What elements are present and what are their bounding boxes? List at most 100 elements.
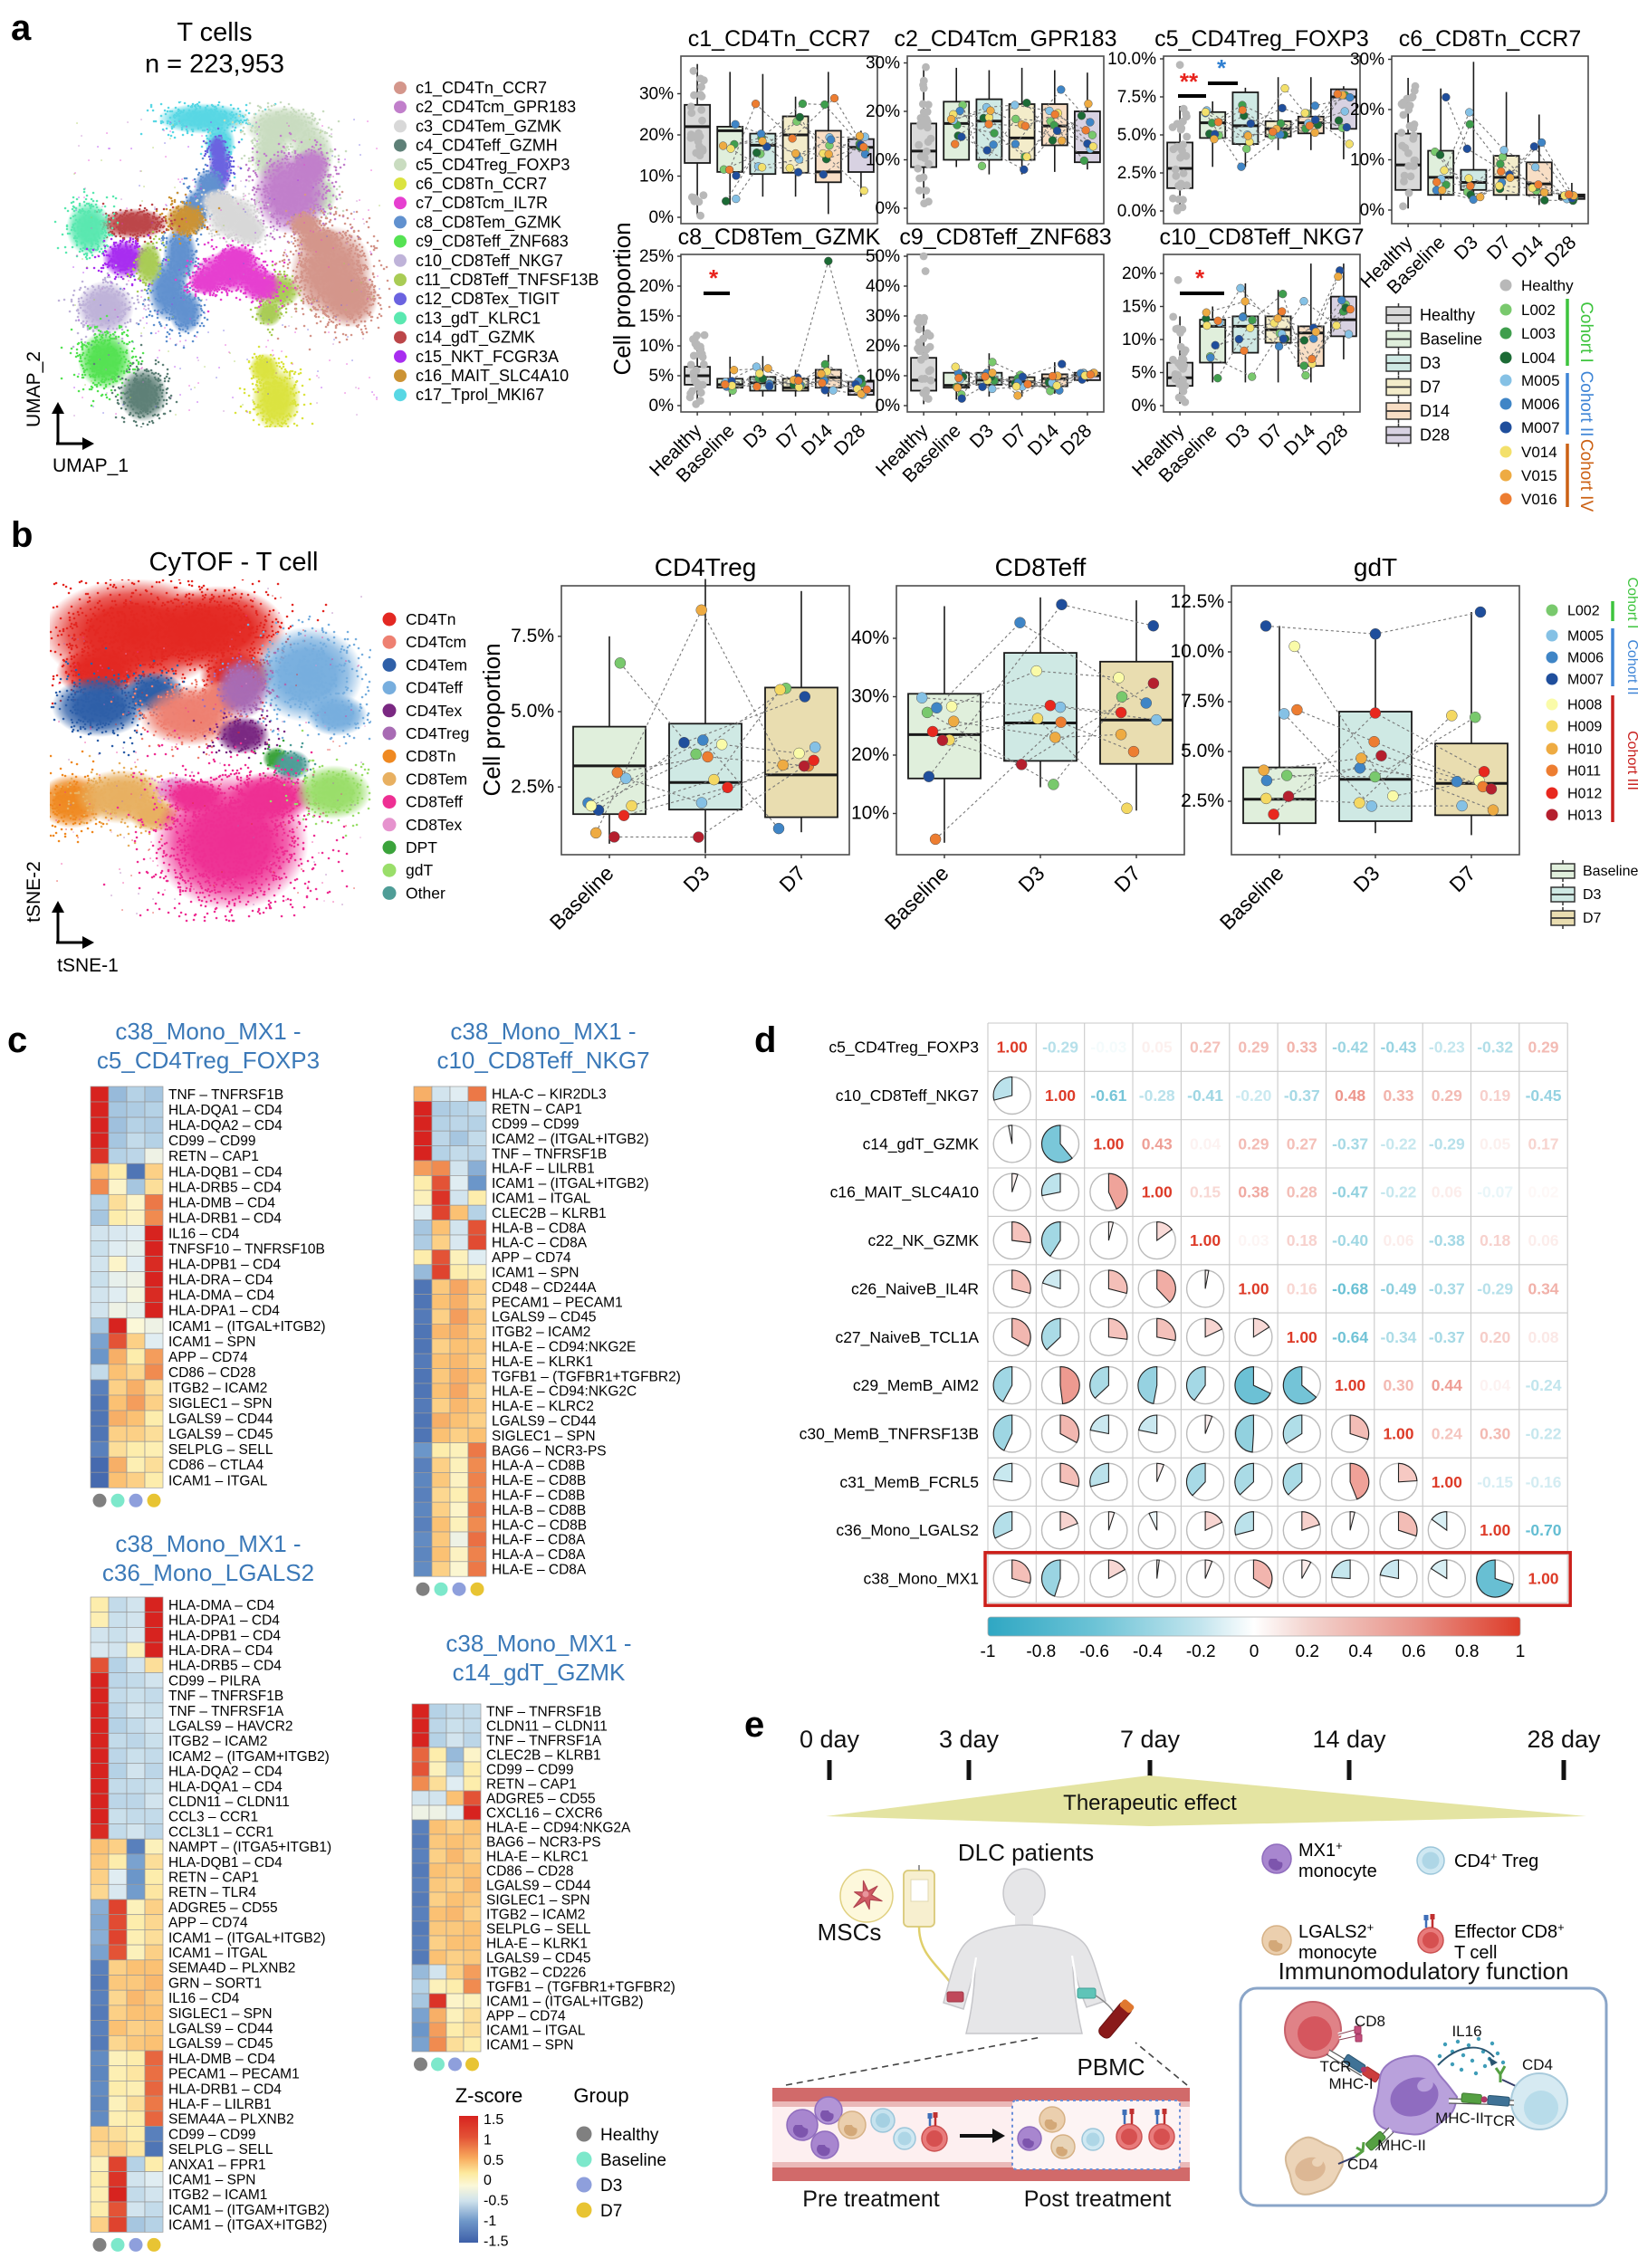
svg-text:1.5: 1.5 — [484, 2112, 503, 2128]
svg-text:0.30: 0.30 — [1480, 1424, 1510, 1442]
svg-text:-1: -1 — [981, 1642, 996, 1661]
svg-text:HLA-DMA – CD4: HLA-DMA – CD4 — [168, 1598, 275, 1613]
svg-text:-0.45: -0.45 — [1526, 1086, 1562, 1105]
svg-text:20%: 20% — [1122, 264, 1156, 283]
svg-text:UMAP_1: UMAP_1 — [53, 455, 129, 476]
svg-text:1.00: 1.00 — [1142, 1183, 1173, 1201]
svg-text:7 day: 7 day — [1120, 1726, 1181, 1753]
svg-text:APP – CD74: APP – CD74 — [486, 2009, 566, 2024]
svg-text:monocyte: monocyte — [1298, 1861, 1377, 1881]
svg-text:30%: 30% — [639, 85, 674, 104]
svg-text:RETN – CAP1: RETN – CAP1 — [168, 1870, 259, 1885]
svg-text:HLA-C – CD8A: HLA-C – CD8A — [492, 1236, 588, 1251]
svg-text:H009: H009 — [1567, 720, 1602, 735]
svg-text:CXCL16 – CXCR6: CXCL16 – CXCR6 — [486, 1806, 602, 1822]
svg-text:LGALS9 – CD44: LGALS9 – CD44 — [168, 1412, 273, 1427]
svg-text:V014: V014 — [1521, 444, 1557, 461]
svg-text:30%: 30% — [851, 686, 889, 707]
svg-text:Cohort II: Cohort II — [1624, 639, 1638, 694]
svg-text:c2_CD4Tcm_GPR183: c2_CD4Tcm_GPR183 — [895, 26, 1117, 52]
svg-text:MHC-II: MHC-II — [1377, 2137, 1426, 2154]
svg-text:ICAM2 – (ITGAM+ITGB2): ICAM2 – (ITGAM+ITGB2) — [168, 1749, 330, 1765]
svg-text:-0.61: -0.61 — [1090, 1086, 1126, 1105]
svg-text:c9_CD8Teff_ZNF683: c9_CD8Teff_ZNF683 — [416, 233, 569, 252]
svg-text:CD86 – CTLA4: CD86 – CTLA4 — [168, 1458, 263, 1473]
svg-text:20%: 20% — [866, 337, 900, 356]
svg-text:CyTOF - T cell: CyTOF - T cell — [149, 548, 319, 577]
svg-text:HLA-DPA1 – CD4: HLA-DPA1 – CD4 — [168, 1613, 280, 1629]
svg-text:Cohort IV: Cohort IV — [1576, 439, 1595, 512]
svg-text:*: * — [1195, 264, 1205, 292]
svg-text:20%: 20% — [851, 744, 889, 765]
svg-text:RETN – CAP1: RETN – CAP1 — [486, 1777, 577, 1793]
svg-text:1.00: 1.00 — [1045, 1086, 1076, 1105]
svg-text:HLA-E – KLRK1: HLA-E – KLRK1 — [486, 1937, 588, 1952]
svg-text:0.33: 0.33 — [1383, 1086, 1413, 1105]
svg-text:ICAM1 – ITGAL: ICAM1 – ITGAL — [168, 1473, 268, 1488]
svg-text:1.00: 1.00 — [1190, 1231, 1221, 1249]
svg-text:TNFSF10 – TNFRSF10B: TNFSF10 – TNFRSF10B — [168, 1242, 325, 1258]
svg-text:0: 0 — [1250, 1642, 1260, 1661]
svg-text:CD8Teff: CD8Teff — [995, 553, 1087, 581]
svg-text:0.48: 0.48 — [1335, 1086, 1365, 1105]
svg-text:HLA-DPA1 – CD4: HLA-DPA1 – CD4 — [168, 1304, 280, 1319]
svg-text:0%: 0% — [1132, 397, 1157, 416]
svg-text:CLDN11 – CLDN11: CLDN11 – CLDN11 — [168, 1794, 290, 1810]
svg-text:15%: 15% — [1122, 298, 1156, 317]
svg-text:c14_gdT_GZMK: c14_gdT_GZMK — [416, 329, 535, 348]
svg-text:ITGB2 – ICAM1: ITGB2 – ICAM1 — [168, 2187, 267, 2203]
svg-text:CD4Tn: CD4Tn — [406, 610, 455, 628]
svg-text:-0.37: -0.37 — [1284, 1086, 1320, 1105]
svg-text:LGALS9 – CD44: LGALS9 – CD44 — [168, 2021, 273, 2036]
svg-text:HLA-B – CD8B: HLA-B – CD8B — [492, 1503, 586, 1518]
svg-text:Cohort II: Cohort II — [1576, 371, 1595, 437]
svg-text:IL16 – CD4: IL16 – CD4 — [168, 1226, 240, 1241]
svg-text:0.19: 0.19 — [1480, 1086, 1510, 1105]
svg-text:-0.4: -0.4 — [1133, 1642, 1163, 1661]
svg-text:10.0%: 10.0% — [1170, 641, 1224, 662]
svg-text:HLA-E – KLRC2: HLA-E – KLRC2 — [492, 1399, 594, 1414]
svg-text:1.00: 1.00 — [997, 1038, 1028, 1057]
svg-text:Immunomodulatory function: Immunomodulatory function — [1279, 1957, 1569, 1985]
svg-text:H011: H011 — [1567, 764, 1601, 780]
svg-text:50%: 50% — [866, 247, 900, 266]
svg-text:CD99 – CD99: CD99 – CD99 — [168, 1134, 256, 1149]
svg-text:-0.03: -0.03 — [1090, 1038, 1126, 1057]
svg-text:0.44: 0.44 — [1432, 1376, 1462, 1394]
svg-text:SEMA4D – PLXNB2: SEMA4D – PLXNB2 — [168, 1961, 295, 1976]
svg-text:-0.34: -0.34 — [1381, 1328, 1417, 1346]
svg-text:-0.29: -0.29 — [1042, 1038, 1078, 1057]
svg-text:SELPLG – SELL: SELPLG – SELL — [168, 1442, 273, 1458]
svg-text:0.18: 0.18 — [1480, 1231, 1510, 1249]
svg-text:1.00: 1.00 — [1238, 1279, 1269, 1297]
svg-text:0.8: 0.8 — [1455, 1642, 1479, 1661]
svg-text:HLA-DRB1 – CD4: HLA-DRB1 – CD4 — [168, 2081, 282, 2097]
svg-text:CLEC2B – KLRB1: CLEC2B – KLRB1 — [486, 1748, 601, 1764]
svg-text:L003: L003 — [1521, 325, 1556, 342]
svg-text:gdT: gdT — [406, 861, 433, 879]
svg-text:LGALS9 – CD45: LGALS9 – CD45 — [168, 2036, 273, 2052]
svg-text:1.00: 1.00 — [1432, 1473, 1462, 1491]
svg-text:HLA-E – CD94:NKG2A: HLA-E – CD94:NKG2A — [486, 1821, 631, 1836]
svg-text:c5_CD4Treg_FOXP3: c5_CD4Treg_FOXP3 — [829, 1038, 979, 1057]
svg-text:CD8Tex: CD8Tex — [406, 816, 462, 834]
svg-text:CD99 – PILRA: CD99 – PILRA — [168, 1673, 261, 1689]
svg-text:MHC-I: MHC-I — [1328, 2075, 1373, 2092]
svg-text:Baseline: Baseline — [1583, 864, 1638, 879]
svg-text:-1: -1 — [484, 2214, 496, 2229]
svg-text:IL16 – CD4: IL16 – CD4 — [168, 1991, 240, 2006]
svg-text:LGALS9 – CD45: LGALS9 – CD45 — [168, 1427, 273, 1442]
svg-text:PECAM1 – PECAM1: PECAM1 – PECAM1 — [492, 1295, 623, 1310]
svg-text:ITGB2 – ICAM2: ITGB2 – ICAM2 — [492, 1325, 590, 1340]
svg-text:CD8Tem: CD8Tem — [406, 770, 467, 788]
svg-text:TNF – TNFRSF1B: TNF – TNFRSF1B — [168, 1087, 283, 1103]
svg-text:CD8Tn: CD8Tn — [406, 747, 455, 765]
svg-text:monocyte: monocyte — [1298, 1943, 1377, 1963]
svg-text:10%: 10% — [639, 337, 674, 356]
svg-text:40%: 40% — [866, 277, 900, 296]
svg-text:30%: 30% — [866, 54, 900, 73]
svg-text:ADGRE5 – CD55: ADGRE5 – CD55 — [168, 1900, 278, 1916]
svg-text:Baseline: Baseline — [1420, 330, 1482, 349]
svg-text:1: 1 — [1516, 1642, 1526, 1661]
svg-text:L004: L004 — [1521, 349, 1556, 367]
